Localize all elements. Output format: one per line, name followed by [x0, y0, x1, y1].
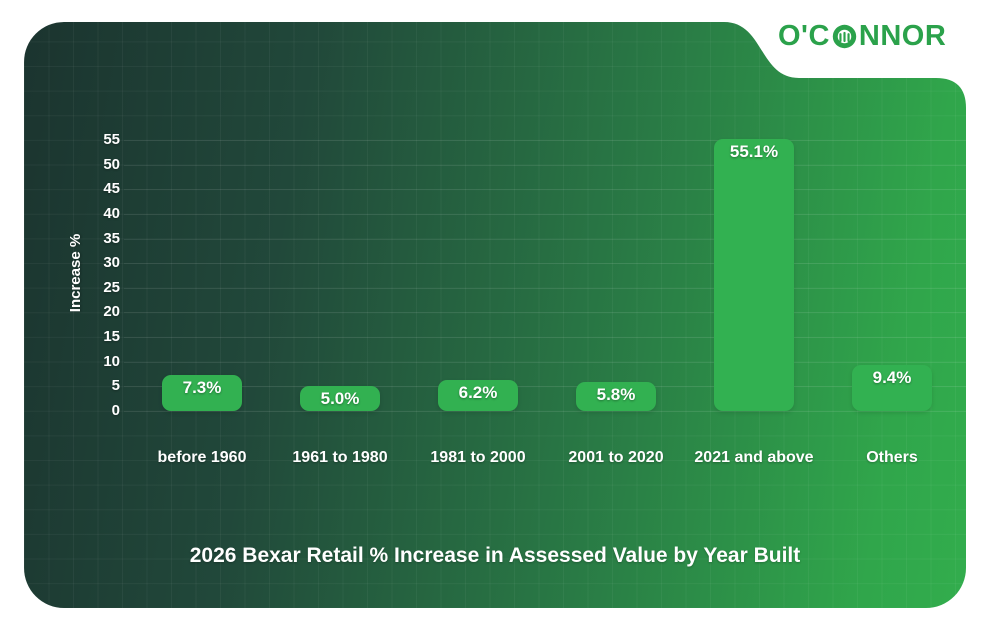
gridline: [124, 411, 966, 412]
bar: [300, 386, 380, 411]
x-category-label: 2001 to 2020: [568, 449, 664, 466]
gridline: [124, 337, 966, 338]
bar-value-label: 55.1%: [729, 142, 779, 162]
gridline: [124, 165, 966, 166]
oconnor-logo: O'C NNOR: [778, 20, 946, 52]
y-tick-label: 40: [103, 204, 120, 222]
gridline: [124, 263, 966, 264]
gridline: [124, 214, 966, 215]
y-tick-label: 0: [111, 402, 120, 419]
gridline: [124, 362, 966, 363]
bar: [576, 382, 656, 411]
bar-value-label: 7.3%: [182, 378, 222, 398]
y-tick-label: 20: [103, 303, 120, 321]
chart-title: 2026 Bexar Retail % Increase in Assessed…: [189, 544, 801, 567]
bar: [852, 365, 932, 411]
bar-value-label: 5.8%: [596, 385, 636, 405]
gridline: [124, 140, 966, 141]
bar-value-label: 9.4%: [872, 367, 912, 387]
gridline: [124, 386, 966, 387]
bar-value-label: 5.0%: [320, 389, 360, 409]
chart-card: Increase % 0 5 10 15 20 25 30 35 40 45 50 55 7.3% 5.…: [24, 22, 966, 608]
y-tick-label: 15: [103, 328, 120, 346]
logo-text-right: NNOR: [858, 19, 947, 52]
y-tick-label: 35: [103, 229, 120, 247]
y-tick-label: 5: [111, 377, 120, 395]
y-tick-label: 25: [103, 278, 120, 296]
logo-text-left: O'C: [778, 19, 830, 52]
oconnor-o-icon: [831, 23, 858, 50]
y-tick-label: 55: [103, 130, 120, 148]
gridline: [124, 189, 966, 190]
y-tick-label: 45: [103, 180, 120, 198]
y-tick-label: 10: [103, 352, 120, 370]
x-category-label: Others: [866, 449, 918, 466]
x-category-label: 1961 to 1980: [292, 449, 388, 466]
gridline: [124, 239, 966, 240]
bar: [438, 380, 518, 411]
gridline: [124, 288, 966, 289]
y-tick-label: 50: [103, 155, 120, 173]
gridline: [124, 312, 966, 313]
bar-value-label: 6.2%: [458, 383, 498, 403]
bar: [714, 139, 794, 411]
bar: [162, 375, 242, 411]
x-category-label: 1981 to 2000: [430, 449, 526, 466]
y-tick-label: 30: [103, 254, 120, 272]
x-category-label: before 1960: [157, 449, 247, 466]
grid-overlay: [24, 22, 966, 608]
x-category-label: 2021 and above: [694, 449, 814, 466]
